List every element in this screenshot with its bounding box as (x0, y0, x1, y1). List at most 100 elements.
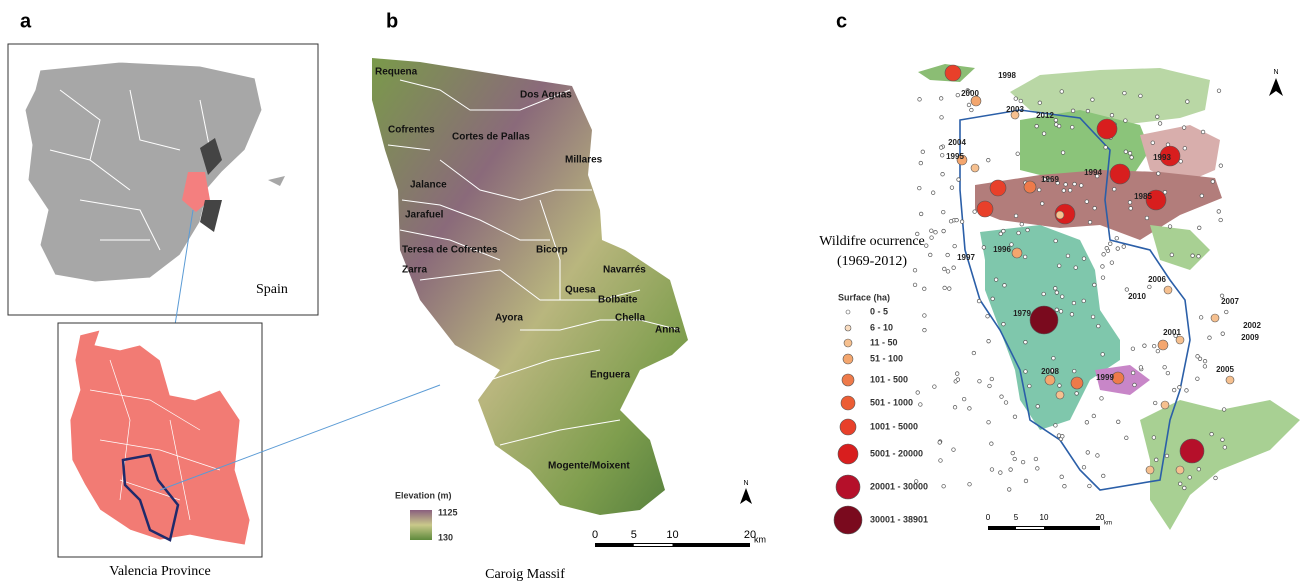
fire-point (1178, 482, 1182, 486)
fire-point (1143, 344, 1147, 348)
fire-point (946, 270, 950, 274)
fire-point (1011, 451, 1015, 455)
fire-point (1133, 383, 1137, 387)
panel-label: c (836, 10, 847, 32)
fire-point (1196, 377, 1200, 381)
fire-point (1082, 299, 1086, 303)
fire-point (1223, 446, 1227, 450)
fire-point (949, 219, 953, 223)
fire-point (1145, 216, 1149, 220)
legend-class: 11 - 50 (870, 337, 898, 347)
fire-area (1226, 376, 1234, 384)
fire-point (1197, 467, 1201, 471)
year-label: 2006 (1148, 275, 1166, 284)
fire-point (1156, 349, 1160, 353)
fire-point (1157, 172, 1161, 176)
burned-area (1140, 400, 1300, 530)
fire-area (1146, 466, 1154, 474)
fire-point (1128, 151, 1132, 155)
fire-point (1092, 414, 1096, 418)
year-label: 1969 (1041, 175, 1059, 184)
fire-point (919, 212, 923, 216)
legend-min: 130 (438, 532, 453, 542)
fire-point (1101, 276, 1105, 280)
fire-point (1013, 457, 1017, 461)
fire-point (1060, 475, 1064, 479)
fire-point (1130, 156, 1134, 160)
fire-point (1129, 207, 1133, 211)
municipality-label: Cortes de Pallas (452, 132, 530, 143)
fire-point (1013, 415, 1017, 419)
legend-ramp (410, 510, 432, 540)
fire-point (1197, 226, 1201, 230)
fire-point (1093, 283, 1097, 287)
fire-point (1183, 486, 1187, 490)
figure: a Spain Valencia Province b RequenaDos A… (0, 0, 1309, 581)
fire-point (1017, 231, 1021, 235)
fire-point (1054, 123, 1058, 127)
year-label: 1993 (1153, 153, 1171, 162)
year-label: 1994 (1084, 168, 1102, 177)
scale-label: 10 (666, 529, 678, 541)
scale-label: 5 (631, 529, 637, 541)
legend-symbol (840, 419, 856, 435)
fire-point (1079, 184, 1083, 188)
fire-point (1219, 164, 1223, 168)
fire-point (1152, 436, 1156, 440)
fire-point (1214, 476, 1218, 480)
fire-point (1073, 182, 1077, 186)
fire-point (950, 186, 954, 190)
fire-point (1217, 210, 1221, 214)
fire-area (1158, 340, 1168, 350)
fire-point (1002, 322, 1006, 326)
fire-point (1199, 316, 1203, 320)
municipality-label: Navarrés (603, 265, 646, 276)
country-label: Spain (256, 282, 288, 297)
legend-class: 0 - 5 (870, 306, 888, 316)
fire-area (1176, 336, 1184, 344)
legend-symbol (836, 475, 860, 499)
fire-point (1064, 183, 1068, 187)
fire-point (1104, 146, 1108, 150)
fire-point (1004, 401, 1008, 405)
year-label: 2008 (1041, 367, 1059, 376)
fire-point (1222, 408, 1226, 412)
fire-point (1009, 468, 1013, 472)
year-label: 2009 (1241, 333, 1259, 342)
fire-point (953, 244, 957, 248)
fire-point (1000, 395, 1004, 399)
fire-point (1088, 484, 1092, 488)
fire-point (939, 459, 943, 463)
fire-point (1007, 488, 1011, 492)
fire-area (1012, 248, 1022, 258)
legend-class: 30001 - 38901 (870, 514, 928, 524)
fire-point (1211, 180, 1215, 184)
legend-symbol (841, 396, 855, 410)
fire-point (1014, 97, 1018, 101)
north-arrow (1269, 78, 1283, 96)
fire-point (1116, 247, 1120, 251)
fire-point (1091, 315, 1095, 319)
legend-symbol (842, 374, 854, 386)
fire-point (1002, 229, 1006, 233)
fire-point (990, 468, 994, 472)
fire-area (1030, 306, 1058, 334)
scale-bar (634, 544, 673, 546)
fire-point (1062, 189, 1066, 193)
municipality-label: Bicorp (536, 245, 568, 256)
fire-point (940, 153, 944, 157)
fire-point (955, 372, 959, 376)
fire-area (1180, 439, 1204, 463)
legend-period: (1969-2012) (837, 254, 907, 269)
panel-label: b (386, 10, 398, 32)
fire-point (952, 448, 956, 452)
fire-point (942, 267, 946, 271)
fire-point (1053, 287, 1057, 291)
year-label: 1997 (957, 253, 975, 262)
legend-subtitle: Surface (ha) (838, 292, 890, 302)
municipality-label: Requena (375, 67, 418, 78)
fire-point (1096, 454, 1100, 458)
fire-point (1154, 458, 1158, 462)
year-label: 2003 (1006, 105, 1024, 114)
year-label: 2002 (1243, 321, 1261, 330)
